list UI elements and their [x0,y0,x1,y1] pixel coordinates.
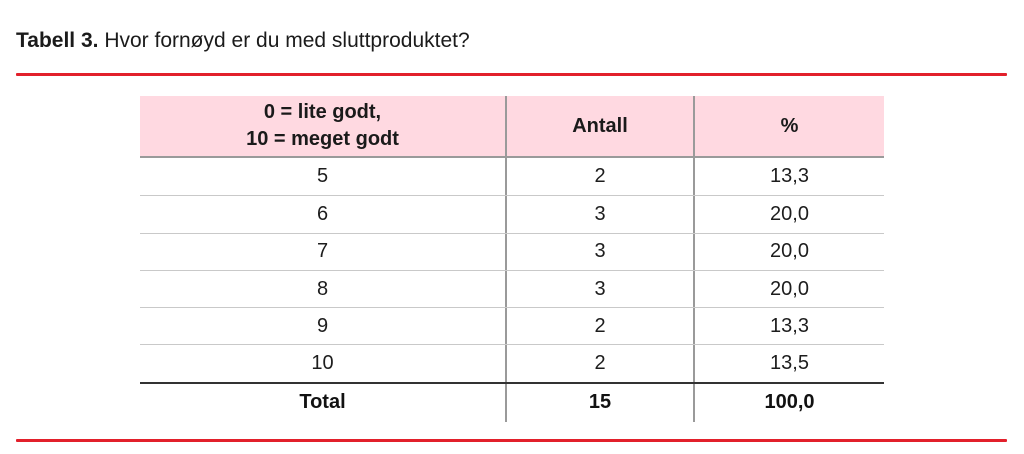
bottom-divider-rule [16,439,1007,442]
satisfaction-table: 0 = lite godt, 10 = meget godt Antall % … [140,96,884,422]
header-scale-line2: 10 = meget godt [246,128,399,150]
cell-percent: 20,0 [693,270,884,308]
table-row: 6 3 20,0 [140,195,884,233]
page-title: Tabell 3. Hvor fornøyd er du med sluttpr… [16,28,470,53]
header-cell-antall: Antall [505,96,693,156]
top-divider-rule [16,73,1007,76]
cell-antall: 2 [505,308,693,345]
cell-score: 10 [311,352,334,375]
cell-antall: 2 [505,158,693,196]
table-row: 8 3 20,0 [140,269,884,308]
table-row: 9 2 13,3 [140,307,884,345]
table-caption-text: Hvor fornøyd er du med sluttproduktet? [98,29,470,52]
cell-antall: 2 [505,345,693,382]
cell-percent: 20,0 [693,233,884,270]
table-row: 7 3 20,0 [140,232,884,270]
cell-score: 8 [316,277,329,300]
cell-antall: 3 [505,270,693,308]
cell-percent: 13,3 [693,158,884,196]
cell-percent: 13,3 [693,308,884,345]
table-caption-number: Tabell 3. [16,29,99,52]
cell-antall: 3 [505,233,693,270]
table-row: 5 2 13,3 [140,158,884,196]
total-label: Total [299,391,346,414]
cell-score: 7 [316,240,329,263]
cell-score: 9 [316,314,329,337]
table-row: 10 2 13,5 [140,344,884,382]
cell-score: 5 [316,165,329,188]
cell-antall: 3 [505,196,693,233]
cell-score: 6 [316,202,329,225]
cell-percent: 20,0 [693,196,884,233]
header-cell-scale: 0 = lite godt, 10 = meget godt [140,96,505,156]
total-antall: 15 [505,383,693,422]
header-scale-line1: 0 = lite godt, [263,101,382,123]
header-cell-percent: % [693,96,884,156]
table-total-row: Total 15 100,0 [140,381,884,422]
cell-percent: 13,5 [693,345,884,382]
table-header-row: 0 = lite godt, 10 = meget godt Antall % [140,96,884,158]
total-percent: 100,0 [693,383,884,422]
